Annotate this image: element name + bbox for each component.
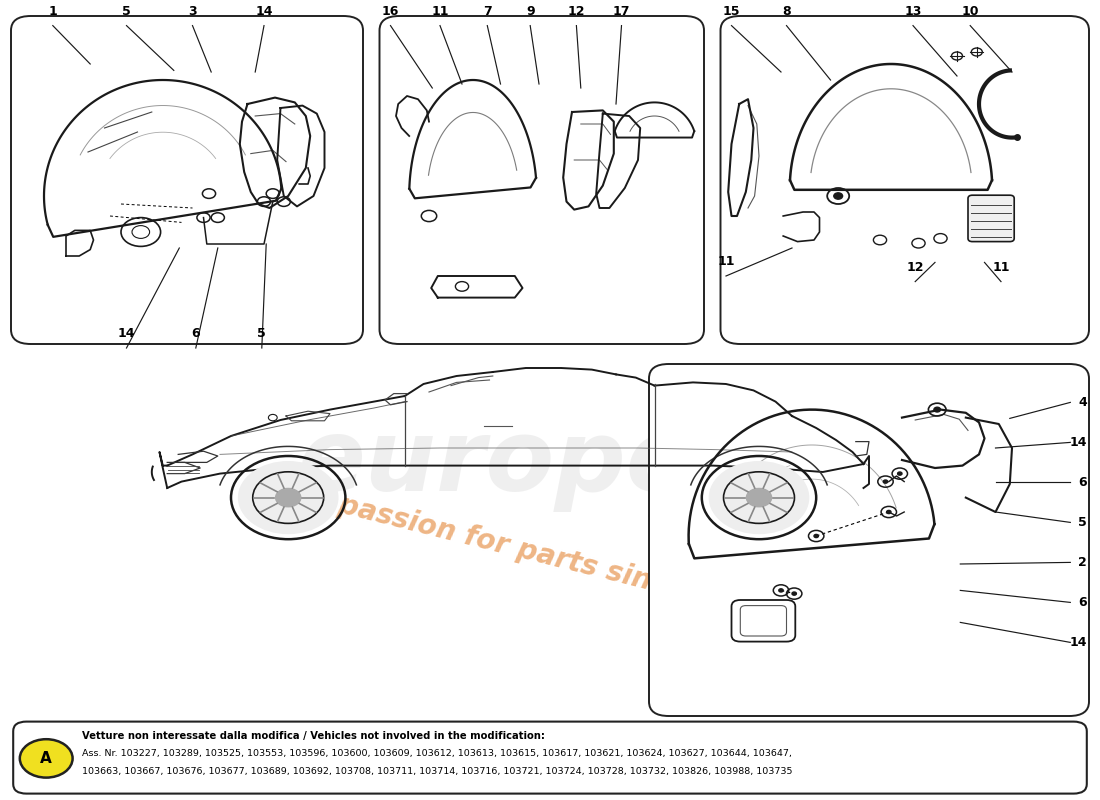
Text: 17: 17 xyxy=(613,5,630,18)
Text: 13: 13 xyxy=(904,5,922,18)
Circle shape xyxy=(883,480,888,483)
Text: europes: europes xyxy=(297,415,754,513)
Text: Vetture non interessate dalla modifica / Vehicles not involved in the modificati: Vetture non interessate dalla modifica /… xyxy=(82,731,546,741)
FancyBboxPatch shape xyxy=(732,600,795,642)
Circle shape xyxy=(792,592,796,595)
Text: 12: 12 xyxy=(568,5,585,18)
Text: 14: 14 xyxy=(1069,436,1087,449)
Text: 14: 14 xyxy=(118,327,135,340)
Text: 10: 10 xyxy=(961,5,979,18)
Text: 8: 8 xyxy=(782,5,791,18)
Text: 14: 14 xyxy=(255,5,273,18)
FancyBboxPatch shape xyxy=(740,606,786,636)
Text: 11: 11 xyxy=(431,5,449,18)
Circle shape xyxy=(834,193,843,199)
Text: 6: 6 xyxy=(1078,596,1087,609)
Text: 6: 6 xyxy=(1078,476,1087,489)
Circle shape xyxy=(747,489,771,506)
FancyBboxPatch shape xyxy=(649,364,1089,716)
Text: 3: 3 xyxy=(188,5,197,18)
FancyBboxPatch shape xyxy=(13,722,1087,794)
FancyBboxPatch shape xyxy=(720,16,1089,344)
Text: A: A xyxy=(41,751,52,766)
Text: 5: 5 xyxy=(122,5,131,18)
Text: 1: 1 xyxy=(48,5,57,18)
Circle shape xyxy=(276,489,300,506)
FancyBboxPatch shape xyxy=(379,16,704,344)
Text: 4: 4 xyxy=(1078,396,1087,409)
Text: a passion for parts since: a passion for parts since xyxy=(308,484,689,604)
Circle shape xyxy=(934,407,940,412)
Text: 15: 15 xyxy=(723,5,740,18)
Circle shape xyxy=(779,589,783,592)
FancyBboxPatch shape xyxy=(11,16,363,344)
Text: 9: 9 xyxy=(526,5,535,18)
Text: 16: 16 xyxy=(382,5,399,18)
FancyBboxPatch shape xyxy=(968,195,1014,242)
Text: 2: 2 xyxy=(1078,556,1087,569)
Text: 5: 5 xyxy=(1078,516,1087,529)
Circle shape xyxy=(708,461,810,534)
Text: 5: 5 xyxy=(257,327,266,340)
Circle shape xyxy=(887,510,891,514)
Text: 7: 7 xyxy=(483,5,492,18)
Text: 14: 14 xyxy=(1069,636,1087,649)
Text: 11: 11 xyxy=(992,261,1010,274)
Circle shape xyxy=(238,461,339,534)
Text: Ass. Nr. 103227, 103289, 103525, 103553, 103596, 103600, 103609, 103612, 103613,: Ass. Nr. 103227, 103289, 103525, 103553,… xyxy=(82,749,792,758)
Text: 103663, 103667, 103676, 103677, 103689, 103692, 103708, 103711, 103714, 103716, : 103663, 103667, 103676, 103677, 103689, … xyxy=(82,766,793,776)
Text: 6: 6 xyxy=(191,327,200,340)
Circle shape xyxy=(898,472,902,475)
Text: 11: 11 xyxy=(717,255,735,268)
Circle shape xyxy=(814,534,818,538)
Circle shape xyxy=(20,739,73,778)
Text: 12: 12 xyxy=(906,261,924,274)
